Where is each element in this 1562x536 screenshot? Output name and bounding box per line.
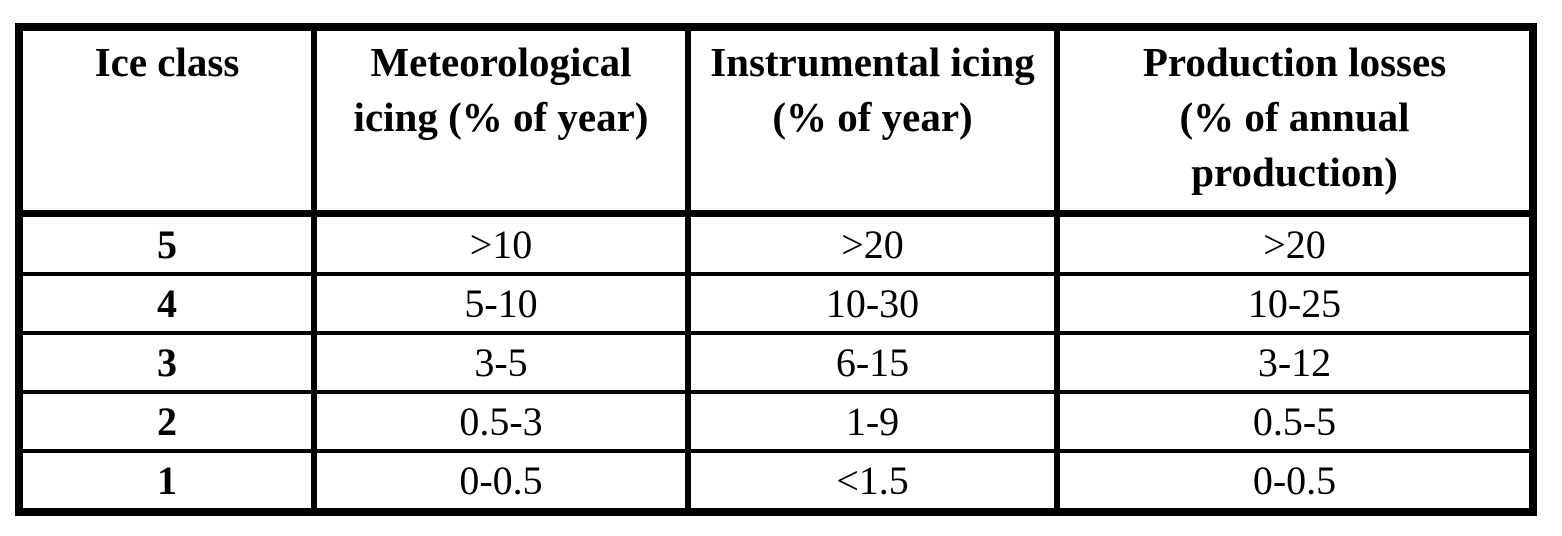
- cell-meteorological-icing: 5-10: [311, 272, 691, 335]
- cell-meteorological-icing: >10: [311, 211, 691, 276]
- ice-class-table: Ice class Meteorological icing (% of yea…: [15, 23, 1537, 516]
- cell-instrumental-icing: 10-30: [685, 272, 1060, 335]
- cell-ice-class: 3: [16, 331, 317, 394]
- cell-production-losses: 3-12: [1054, 331, 1536, 394]
- column-header-ice-class: Ice class: [16, 25, 317, 217]
- column-header-instrumental-icing: Instrumental icing (% of year): [685, 25, 1060, 217]
- cell-instrumental-icing: <1.5: [685, 449, 1060, 514]
- table-row: 4 5-10 10-30 10-25: [16, 272, 1536, 335]
- table-row: 5 >10 >20 >20: [16, 211, 1536, 276]
- cell-ice-class: 1: [16, 449, 317, 514]
- column-header-production-losses: Production losses (% of annual productio…: [1054, 25, 1536, 217]
- cell-meteorological-icing: 0-0.5: [311, 449, 691, 514]
- table-row: 1 0-0.5 <1.5 0-0.5: [16, 449, 1536, 514]
- column-header-meteorological-icing: Meteorological icing (% of year): [311, 25, 691, 217]
- cell-meteorological-icing: 0.5-3: [311, 390, 691, 453]
- table-row: 3 3-5 6-15 3-12: [16, 331, 1536, 394]
- cell-ice-class: 5: [16, 211, 317, 276]
- cell-production-losses: 0.5-5: [1054, 390, 1536, 453]
- cell-meteorological-icing: 3-5: [311, 331, 691, 394]
- cell-production-losses: 10-25: [1054, 272, 1536, 335]
- cell-ice-class: 2: [16, 390, 317, 453]
- cell-production-losses: 0-0.5: [1054, 449, 1536, 514]
- table-row: 2 0.5-3 1-9 0.5-5: [16, 390, 1536, 453]
- cell-production-losses: >20: [1054, 211, 1536, 276]
- cell-ice-class: 4: [16, 272, 317, 335]
- cell-instrumental-icing: 6-15: [685, 331, 1060, 394]
- header-row: Ice class Meteorological icing (% of yea…: [16, 25, 1536, 217]
- cell-instrumental-icing: 1-9: [685, 390, 1060, 453]
- cell-instrumental-icing: >20: [685, 211, 1060, 276]
